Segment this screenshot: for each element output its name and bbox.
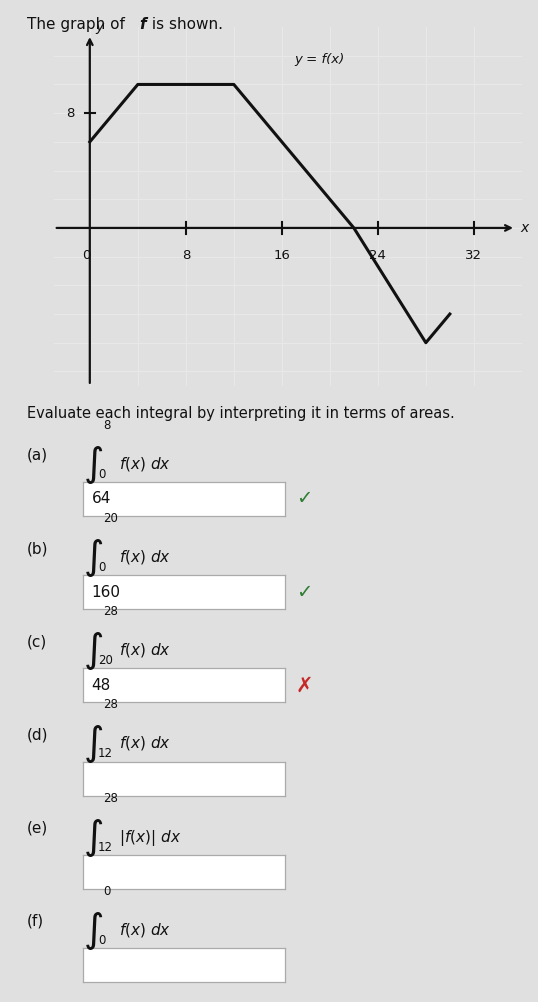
Text: ✓: ✓ <box>296 490 312 508</box>
Text: 20: 20 <box>98 654 113 667</box>
Text: 8: 8 <box>182 249 190 263</box>
Text: 28: 28 <box>103 792 118 805</box>
Text: (a): (a) <box>27 448 48 463</box>
Text: 160: 160 <box>91 585 121 599</box>
Text: is shown.: is shown. <box>147 17 223 32</box>
Text: 28: 28 <box>103 698 118 711</box>
Text: $\int$: $\int$ <box>83 817 104 859</box>
Text: $|f(x)|\ dx$: $|f(x)|\ dx$ <box>119 828 182 848</box>
Text: 8: 8 <box>103 419 111 432</box>
Text: $f(x)\ dx$: $f(x)\ dx$ <box>119 921 172 939</box>
Text: $\int$: $\int$ <box>83 537 104 579</box>
Text: $\int$: $\int$ <box>83 723 104 766</box>
Text: 28: 28 <box>103 605 118 618</box>
Text: 16: 16 <box>273 249 291 263</box>
Text: $\int$: $\int$ <box>83 630 104 672</box>
Text: 0: 0 <box>98 468 105 481</box>
Text: 64: 64 <box>91 492 111 506</box>
Text: 48: 48 <box>91 678 111 692</box>
Text: Evaluate each integral by interpreting it in terms of areas.: Evaluate each integral by interpreting i… <box>27 406 455 421</box>
Text: 0: 0 <box>82 249 90 263</box>
Text: (d): (d) <box>27 727 48 742</box>
Text: (b): (b) <box>27 541 48 556</box>
Text: ✗: ✗ <box>296 675 314 695</box>
Text: $f(x)\ dx$: $f(x)\ dx$ <box>119 641 172 659</box>
Text: The graph of: The graph of <box>27 17 130 32</box>
Text: y: y <box>95 20 103 34</box>
Text: 0: 0 <box>98 561 105 574</box>
Text: 32: 32 <box>465 249 483 263</box>
Text: (e): (e) <box>27 821 48 836</box>
Text: 12: 12 <box>98 841 113 854</box>
Text: $f(x)\ dx$: $f(x)\ dx$ <box>119 548 172 566</box>
Text: $f(x)\ dx$: $f(x)\ dx$ <box>119 734 172 753</box>
Text: f: f <box>139 17 145 32</box>
Text: 8: 8 <box>66 106 74 119</box>
Text: (f): (f) <box>27 914 44 929</box>
Text: (c): (c) <box>27 634 47 649</box>
Text: ✓: ✓ <box>296 583 312 601</box>
Text: 24: 24 <box>370 249 386 263</box>
Text: 12: 12 <box>98 747 113 761</box>
Text: $\int$: $\int$ <box>83 910 104 952</box>
Text: $\int$: $\int$ <box>83 444 104 486</box>
Text: y = f(x): y = f(x) <box>294 53 344 66</box>
Text: x: x <box>520 220 528 234</box>
Text: 0: 0 <box>98 934 105 947</box>
Text: 20: 20 <box>103 512 118 525</box>
Text: $f(x)\ dx$: $f(x)\ dx$ <box>119 455 172 473</box>
Text: 0: 0 <box>103 885 111 898</box>
